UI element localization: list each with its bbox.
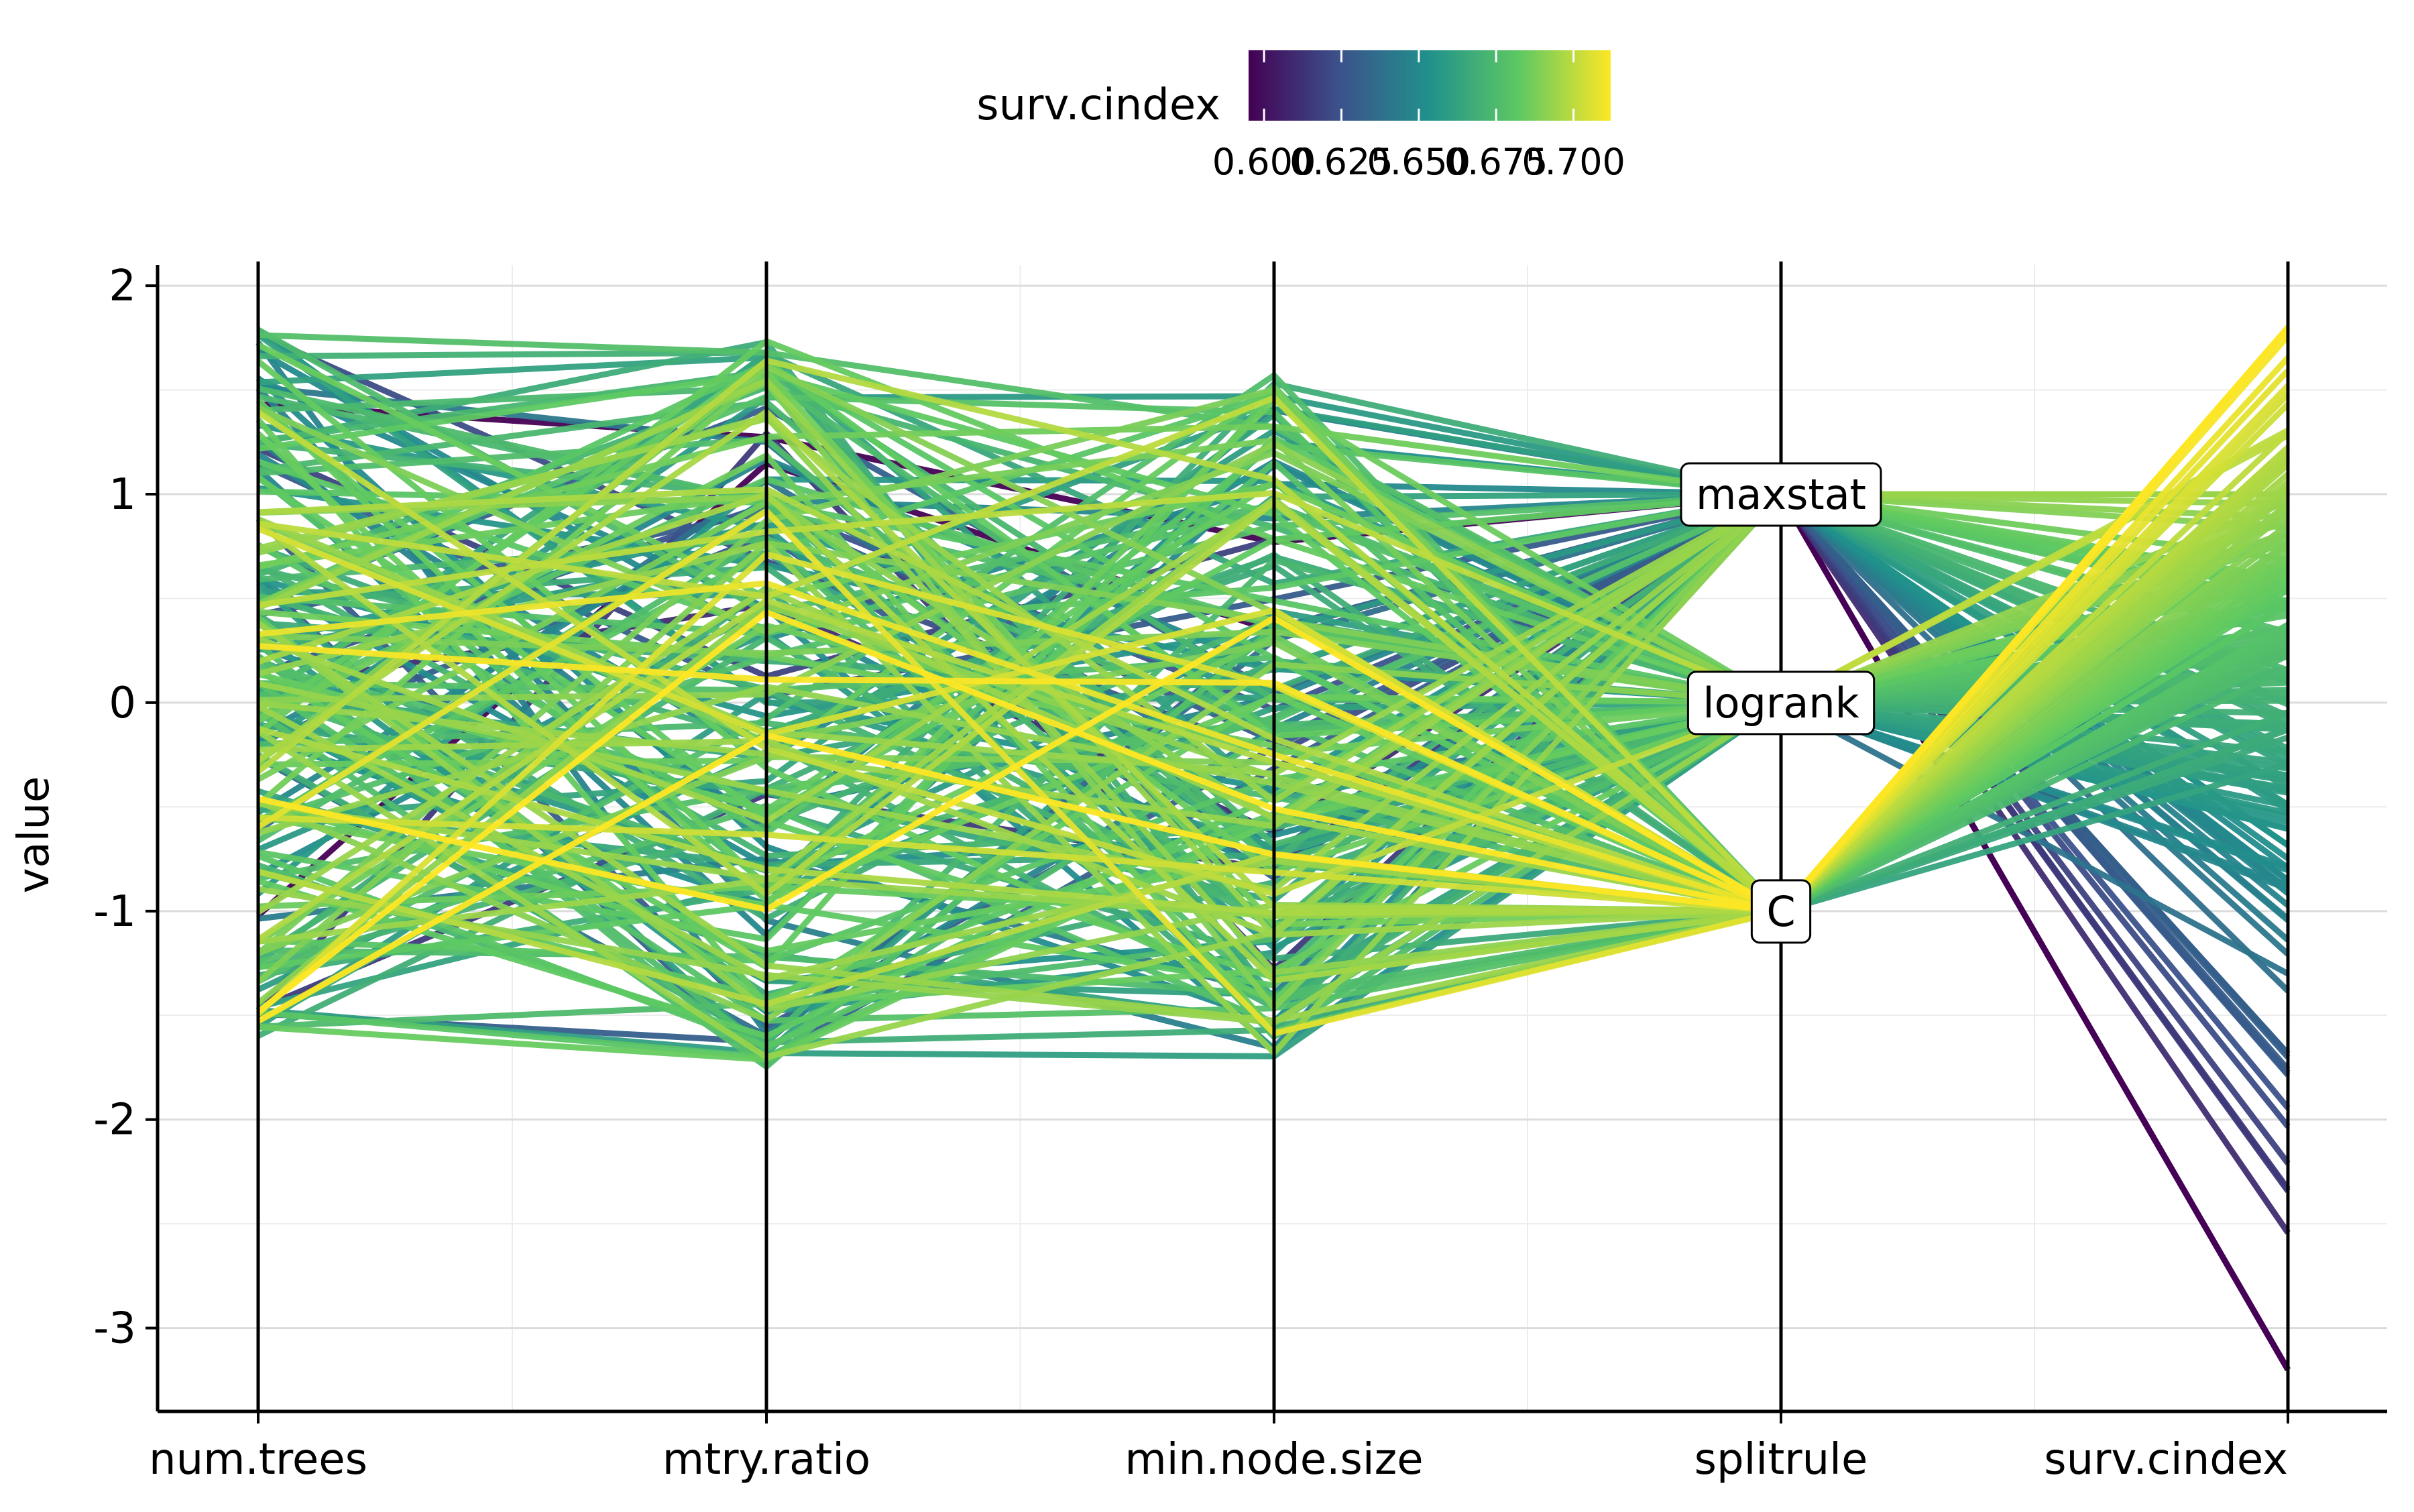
legend-tick-label: 0.600: [1212, 141, 1316, 183]
x-tick-label-surv-cindex: surv.cindex: [2044, 1435, 2288, 1485]
y-tick-label: 0: [109, 679, 136, 728]
x-axis-labels: num.trees mtry.ratio min.node.size splitrul…: [149, 1411, 2289, 1485]
category-label-logrank: logrank: [1686, 671, 1876, 736]
category-label-box: [1680, 462, 1882, 527]
category-label-box: [1750, 879, 1812, 944]
legend-title: surv.cindex: [976, 80, 1220, 130]
y-axis-ticks: 2 1 0 -1 -2 -3: [93, 261, 158, 1354]
x-tick-label-min-node-size: min.node.size: [1125, 1435, 1423, 1485]
category-label-maxstat: maxstat: [1680, 462, 1882, 527]
legend-tick-label: 0.625: [1289, 141, 1393, 183]
legend-tick-label: 0.650: [1367, 141, 1471, 183]
y-tick-label: -1: [93, 887, 136, 937]
x-tick-label-mtry-ratio: mtry.ratio: [663, 1435, 870, 1485]
y-axis-title: value: [9, 776, 59, 894]
legend-tick-label: 0.700: [1521, 141, 1625, 183]
x-tick-label-num-trees: num.trees: [149, 1435, 367, 1485]
category-labels: maxstat logrank C: [1680, 462, 1882, 944]
category-label-text: C: [1766, 887, 1795, 936]
y-tick-label: -3: [93, 1304, 136, 1354]
plot-frame: [156, 265, 2387, 1413]
x-tick-label-splitrule: splitrule: [1694, 1435, 1868, 1485]
y-tick-label: 2: [109, 261, 136, 311]
y-tick-label: -2: [93, 1096, 136, 1145]
category-label-text: maxstat: [1696, 470, 1866, 519]
parallel-axes: [256, 261, 2290, 1411]
category-label-text: logrank: [1703, 679, 1859, 728]
legend-colorbar: [1249, 50, 1611, 121]
y-tick-label: 1: [109, 470, 136, 520]
legend-tick-label: 0.675: [1444, 141, 1548, 183]
category-label-box: [1686, 671, 1876, 736]
category-label-c: C: [1750, 879, 1812, 944]
